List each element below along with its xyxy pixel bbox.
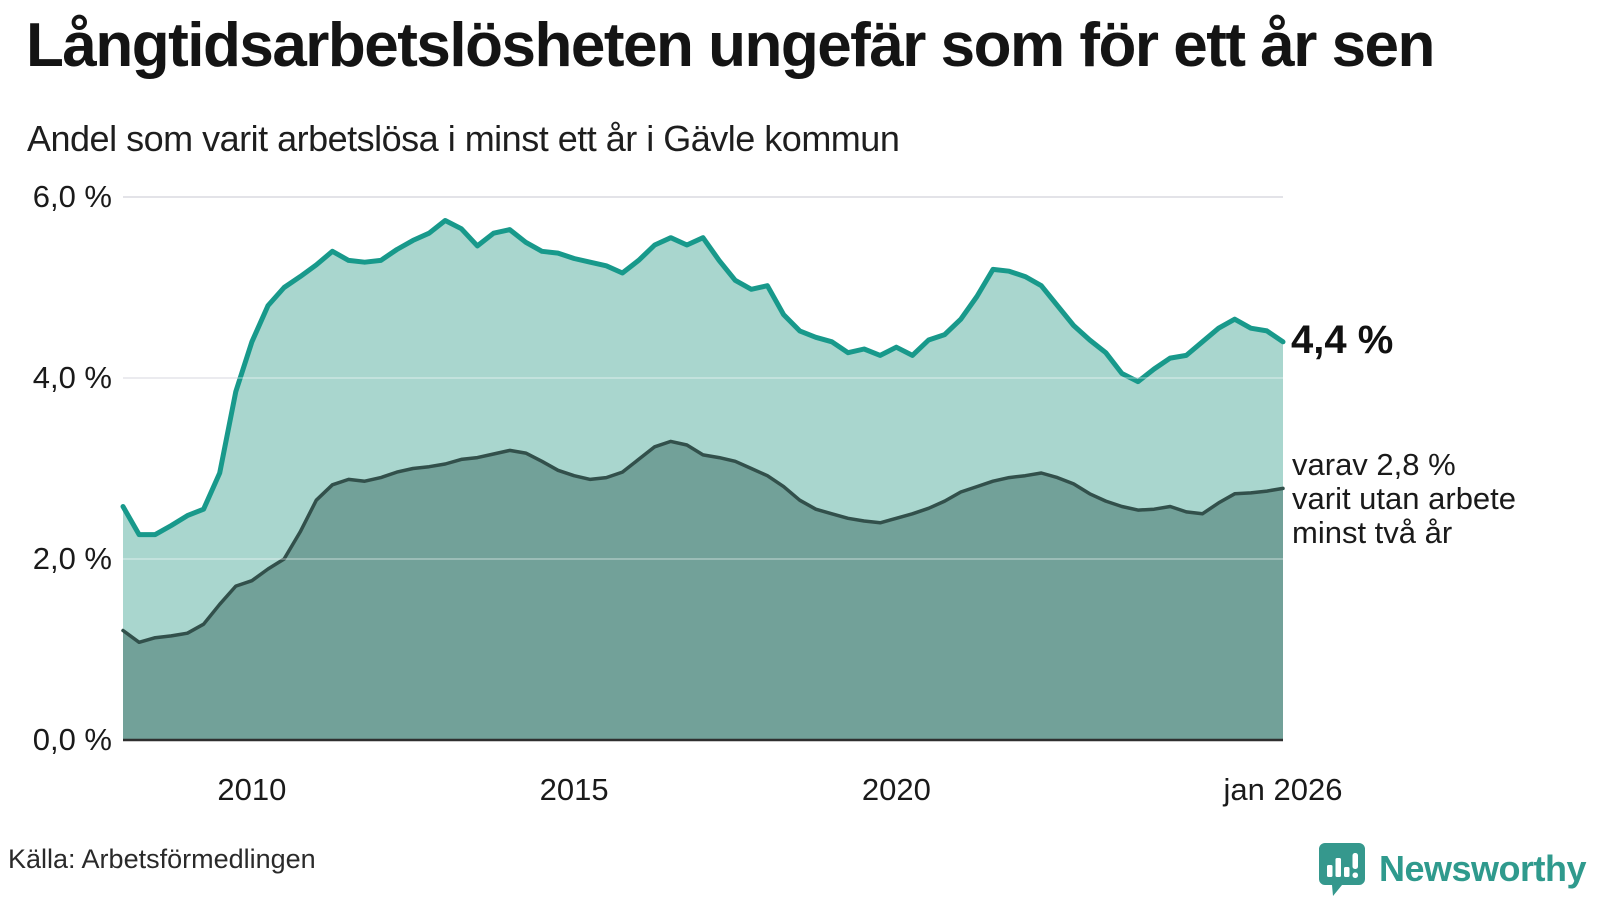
chart-title: Långtidsarbetslösheten ungefär som för e… [26,11,1435,80]
annotation-line: varav 2,8 % [1292,447,1456,483]
x-axis-tick-label: 2020 [861,772,931,807]
y-axis-tick-label: 6,0 % [32,179,112,214]
x-axis-tick-label: 2010 [217,772,287,807]
chart-subtitle: Andel som varit arbetslösa i minst ett å… [27,118,900,159]
x-axis-tick-label: jan 2026 [1223,772,1343,807]
newsworthy-logo-icon [1318,843,1365,896]
y-axis-tick-label: 0,0 % [32,722,112,757]
newsworthy-wordmark: Newsworthy [1378,848,1587,889]
y-axis-tick-label: 2,0 % [32,541,112,576]
x-axis-tick-label: 2015 [539,772,609,807]
latest-value-annotation: 4,4 % [1291,317,1394,362]
y-axis-tick-label: 4,0 % [32,360,112,395]
annotation-line: varit utan arbete [1292,481,1517,517]
secondary-value-annotation: varav 2,8 % varit utan arbete minst två … [1292,448,1516,550]
annotation-line: minst två år [1292,515,1453,551]
source-credit: Källa: Arbetsförmedlingen [8,844,316,874]
newsworthy-branding: Newsworthy [1317,840,1587,898]
